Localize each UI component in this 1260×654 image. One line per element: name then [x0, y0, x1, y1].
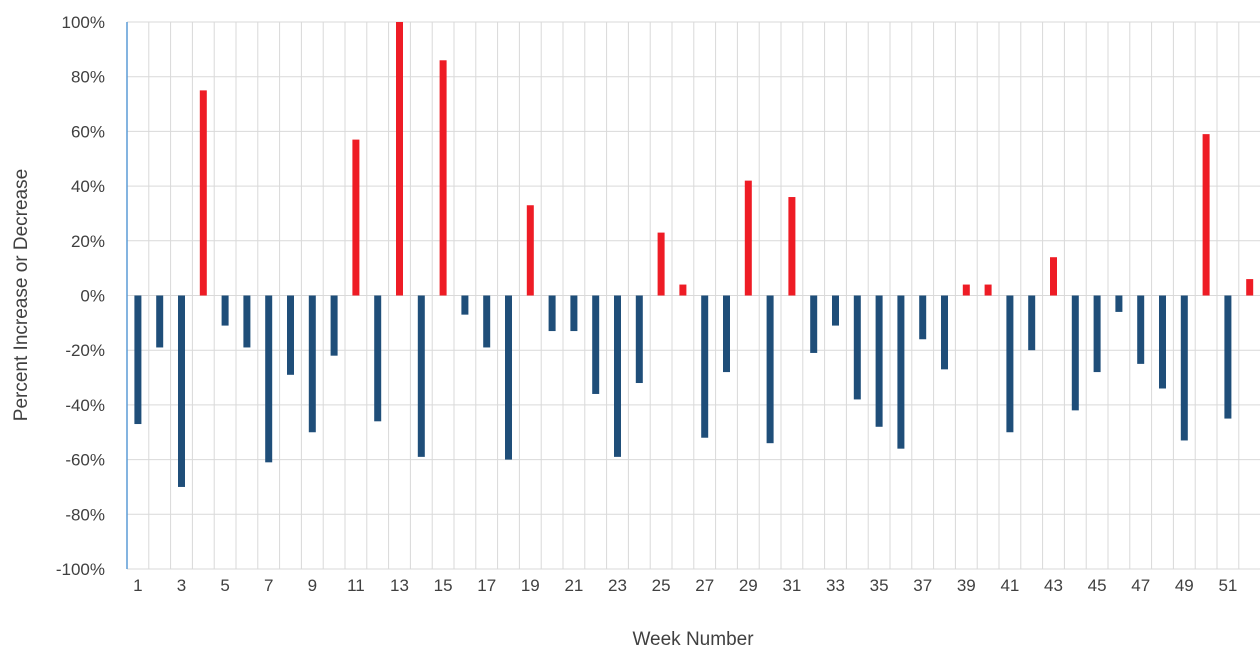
y-tick-label: 80%: [71, 68, 105, 87]
y-tick-label: -80%: [65, 505, 105, 524]
bar-week-35: [875, 295, 883, 427]
x-tick-label: 33: [826, 576, 845, 595]
x-tick-label: 13: [390, 576, 409, 595]
x-tick-label: 17: [477, 576, 496, 595]
bar-week-30: [766, 295, 774, 444]
x-tick-label: 47: [1131, 576, 1150, 595]
y-tick-label: -40%: [65, 396, 105, 415]
bar-week-38: [941, 295, 948, 370]
bar-week-19: [526, 205, 534, 296]
bar-week-43: [1050, 257, 1057, 296]
bar-week-48: [1159, 295, 1166, 389]
bar-week-27: [701, 295, 709, 438]
bar-week-4: [199, 90, 207, 296]
bar-week-12: [374, 295, 382, 422]
x-tick-label: 35: [870, 576, 889, 595]
bar-week-33: [832, 295, 839, 326]
x-tick-labels: 1 3 5 7 9 11 13 15 17 19 21 23 25 27 29 31 33 35 37 39 41 43 4…: [133, 576, 1237, 595]
bar-week-34: [853, 295, 861, 400]
x-tick-label: 29: [739, 576, 758, 595]
bar-week-44: [1071, 295, 1079, 411]
bar-week-2: [156, 295, 164, 348]
x-axis-title: Week Number: [632, 629, 754, 650]
x-tick-label: 7: [264, 576, 273, 595]
bar-week-28: [723, 295, 730, 373]
bar-week-23: [614, 295, 621, 457]
x-tick-label: 49: [1175, 576, 1194, 595]
bar-week-5: [221, 295, 229, 326]
bar-week-21: [570, 295, 578, 332]
bars: [134, 22, 1254, 487]
bar-week-41: [1006, 295, 1014, 433]
bar-week-1: [134, 295, 142, 425]
bar-week-16: [461, 295, 469, 315]
bar-week-45: [1093, 295, 1101, 373]
y-tick-label: -60%: [65, 451, 105, 470]
bar-week-15: [439, 60, 447, 296]
bar-week-14: [417, 295, 425, 457]
x-tick-label: 23: [608, 576, 627, 595]
y-tick-label: 60%: [71, 122, 105, 141]
x-tick-label: 25: [652, 576, 671, 595]
y-tick-label: -20%: [65, 341, 105, 360]
x-tick-label: 15: [434, 576, 453, 595]
y-tick-labels: 100% 80% 60% 40% 20% 0% -20% -40% -60% -80% -100%: [56, 13, 105, 579]
bar-week-51: [1224, 295, 1232, 419]
bar-week-8: [287, 295, 294, 375]
x-tick-label: 11: [347, 576, 365, 595]
bar-week-31: [788, 197, 796, 296]
grid-lines: [126, 21, 1260, 570]
bar-week-17: [483, 295, 491, 348]
y-tick-label: 100%: [62, 13, 105, 32]
bar-week-47: [1137, 295, 1145, 364]
x-tick-label: 5: [220, 576, 229, 595]
x-tick-label: 19: [521, 576, 540, 595]
y-tick-label: 40%: [71, 177, 105, 196]
x-tick-label: 27: [695, 576, 714, 595]
bar-week-42: [1028, 295, 1036, 351]
bar-week-18: [505, 295, 512, 460]
x-tick-label: 37: [913, 576, 932, 595]
bar-week-52: [1246, 279, 1254, 296]
x-tick-label: 51: [1218, 576, 1237, 595]
bar-week-49: [1180, 295, 1188, 441]
bar-week-13: [396, 22, 403, 296]
bar-week-9: [308, 295, 316, 433]
bar-week-25: [657, 232, 665, 296]
bar-week-6: [243, 295, 251, 348]
bar-week-24: [635, 295, 643, 384]
y-tick-label: 0%: [80, 287, 105, 306]
bar-week-40: [984, 284, 992, 296]
x-tick-label: 39: [957, 576, 976, 595]
x-tick-label: 45: [1088, 576, 1107, 595]
bar-week-32: [810, 295, 818, 353]
x-tick-label: 1: [133, 576, 142, 595]
x-tick-label: 3: [177, 576, 186, 595]
x-tick-label: 31: [782, 576, 801, 595]
x-tick-label: 9: [308, 576, 317, 595]
bar-week-22: [592, 295, 600, 394]
bar-week-36: [897, 295, 905, 449]
bar-week-50: [1202, 134, 1210, 296]
bar-week-29: [744, 180, 752, 296]
y-tick-label: -100%: [56, 560, 105, 579]
bar-week-37: [919, 295, 927, 340]
y-tick-label: 20%: [71, 232, 105, 251]
bar-week-20: [548, 295, 556, 332]
x-tick-label: 21: [564, 576, 583, 595]
bar-week-3: [178, 295, 185, 487]
bar-week-26: [679, 284, 687, 296]
bar-week-7: [265, 295, 273, 463]
bar-week-10: [330, 295, 338, 356]
bar-week-46: [1115, 295, 1123, 312]
bar-week-39: [962, 284, 970, 296]
bar-week-11: [352, 139, 360, 296]
x-tick-label: 43: [1044, 576, 1063, 595]
x-tick-label: 41: [1000, 576, 1019, 595]
y-axis-title: Percent Increase or Decrease: [11, 169, 32, 421]
